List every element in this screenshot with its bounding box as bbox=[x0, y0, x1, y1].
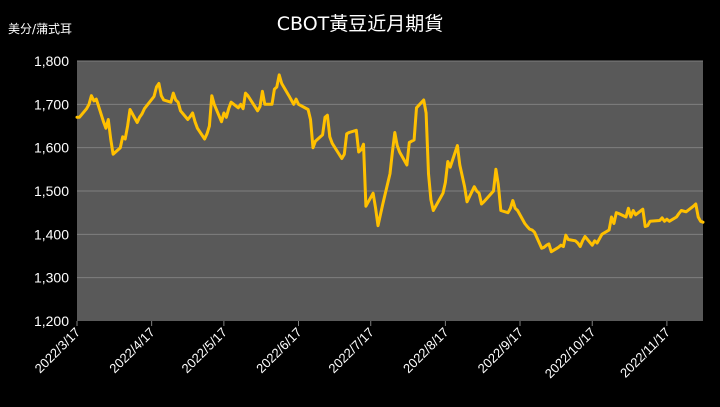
y-tick-label: 1,200 bbox=[34, 313, 69, 329]
y-tick-label: 1,400 bbox=[34, 226, 69, 242]
y-tick-label: 1,700 bbox=[34, 96, 69, 112]
y-tick-label: 1,800 bbox=[34, 53, 69, 69]
y-tick-label: 1,500 bbox=[34, 183, 69, 199]
x-tick-labels: 2022/3/17 2022/4/17 2022/5/17 2022/6/17 2022… bbox=[32, 321, 673, 381]
y-tick-label: 1,300 bbox=[34, 270, 69, 286]
y-axis-unit-label: 美分/蒲式耳 bbox=[8, 22, 73, 36]
gridlines bbox=[77, 60, 703, 279]
y-tick-label: 1,600 bbox=[34, 140, 69, 156]
x-tick-label: 2022/7/17 bbox=[325, 325, 377, 377]
x-tick-label: 2022/9/17 bbox=[475, 325, 527, 377]
x-tick-label: 2022/11/17 bbox=[617, 325, 673, 381]
x-tick-label: 2022/3/17 bbox=[32, 325, 84, 377]
y-tick-labels: 1,200 1,300 1,400 1,500 1,600 1,700 1,800 bbox=[34, 53, 69, 329]
x-tick-label: 2022/10/17 bbox=[542, 325, 599, 382]
x-tick-label: 2022/8/17 bbox=[400, 325, 452, 377]
x-tick-label: 2022/4/17 bbox=[106, 325, 158, 377]
chart-title: CBOT黃豆近月期貨 bbox=[276, 13, 444, 35]
x-tick-label: 2022/6/17 bbox=[253, 325, 305, 377]
x-tick-label: 2022/5/17 bbox=[178, 325, 230, 377]
series-line bbox=[75, 73, 705, 254]
